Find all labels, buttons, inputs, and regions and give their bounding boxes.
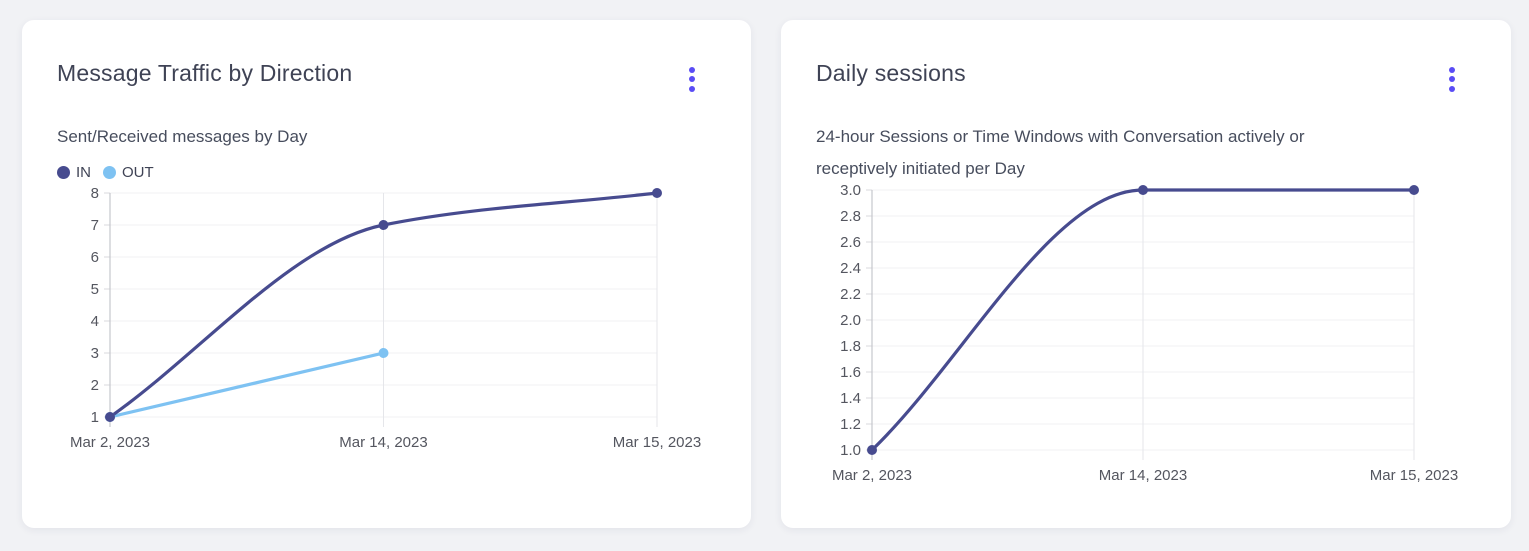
svg-text:3.0: 3.0	[840, 182, 861, 199]
kebab-dot	[689, 66, 695, 73]
svg-text:2.0: 2.0	[840, 312, 861, 329]
legend-dot-in	[57, 165, 70, 179]
card-message-traffic: Message Traffic by Direction Sent/Receiv…	[22, 20, 751, 528]
card-title-message-traffic: Message Traffic by Direction	[57, 60, 353, 86]
card-title-daily-sessions: Daily sessions	[816, 60, 966, 86]
svg-text:1.2: 1.2	[840, 416, 861, 433]
svg-text:6: 6	[91, 249, 99, 266]
svg-text:1.6: 1.6	[840, 364, 861, 381]
kebab-menu-icon[interactable]	[1441, 62, 1463, 96]
legend-label-out: OUT	[122, 163, 154, 181]
kebab-dot	[1449, 66, 1455, 73]
svg-text:2.8: 2.8	[840, 208, 861, 225]
message-traffic-line-chart: 1 2 3 4 5 6 7 8 Mar 2, 2023 Mar 14, 2023 Mar 15, 2…	[70, 185, 701, 451]
svg-text:2.4: 2.4	[840, 260, 861, 277]
kebab-menu-icon[interactable]	[681, 62, 703, 96]
svg-text:8: 8	[91, 185, 99, 202]
legend-item-out[interactable]: OUT	[103, 164, 154, 181]
svg-text:3: 3	[91, 345, 99, 362]
svg-text:7: 7	[91, 217, 99, 234]
svg-text:5: 5	[91, 281, 99, 298]
svg-text:Mar 15, 2023: Mar 15, 2023	[613, 434, 701, 451]
svg-text:1.4: 1.4	[840, 390, 861, 407]
card-daily-sessions: Daily sessions 24-hour Sessions or Time …	[781, 20, 1511, 528]
svg-text:4: 4	[91, 313, 99, 330]
kebab-dot	[689, 85, 695, 92]
svg-text:Mar 2, 2023: Mar 2, 2023	[70, 434, 150, 451]
svg-text:2.6: 2.6	[840, 234, 861, 251]
kebab-dot	[1449, 76, 1455, 82]
chart-legend: IN OUT	[57, 162, 751, 182]
svg-text:Mar 14, 2023: Mar 14, 2023	[1099, 467, 1187, 484]
daily-sessions-line-chart: 1.0 1.2 1.4 1.6 1.8 2.0 2.2 2.4 2.6 2.8 3.0 Mar 2, …	[832, 182, 1458, 484]
svg-text:1: 1	[91, 409, 99, 426]
svg-text:1.8: 1.8	[840, 338, 861, 355]
kebab-dot	[1449, 85, 1455, 92]
svg-text:Mar 2, 2023: Mar 2, 2023	[832, 467, 912, 484]
svg-text:Mar 15, 2023: Mar 15, 2023	[1370, 467, 1458, 484]
svg-text:2: 2	[91, 377, 99, 394]
card-subtitle-message-traffic: Sent/Received messages by Day	[57, 127, 308, 146]
svg-text:Mar 14, 2023: Mar 14, 2023	[339, 434, 427, 451]
card-subtitle-daily-sessions: 24-hour Sessions or Time Windows with Co…	[816, 127, 1305, 178]
legend-label-in: IN	[76, 163, 91, 181]
legend-item-in[interactable]: IN	[57, 164, 91, 181]
svg-text:2.2: 2.2	[840, 286, 861, 303]
svg-text:1.0: 1.0	[840, 442, 861, 459]
legend-dot-out	[103, 165, 116, 179]
kebab-dot	[689, 76, 695, 82]
